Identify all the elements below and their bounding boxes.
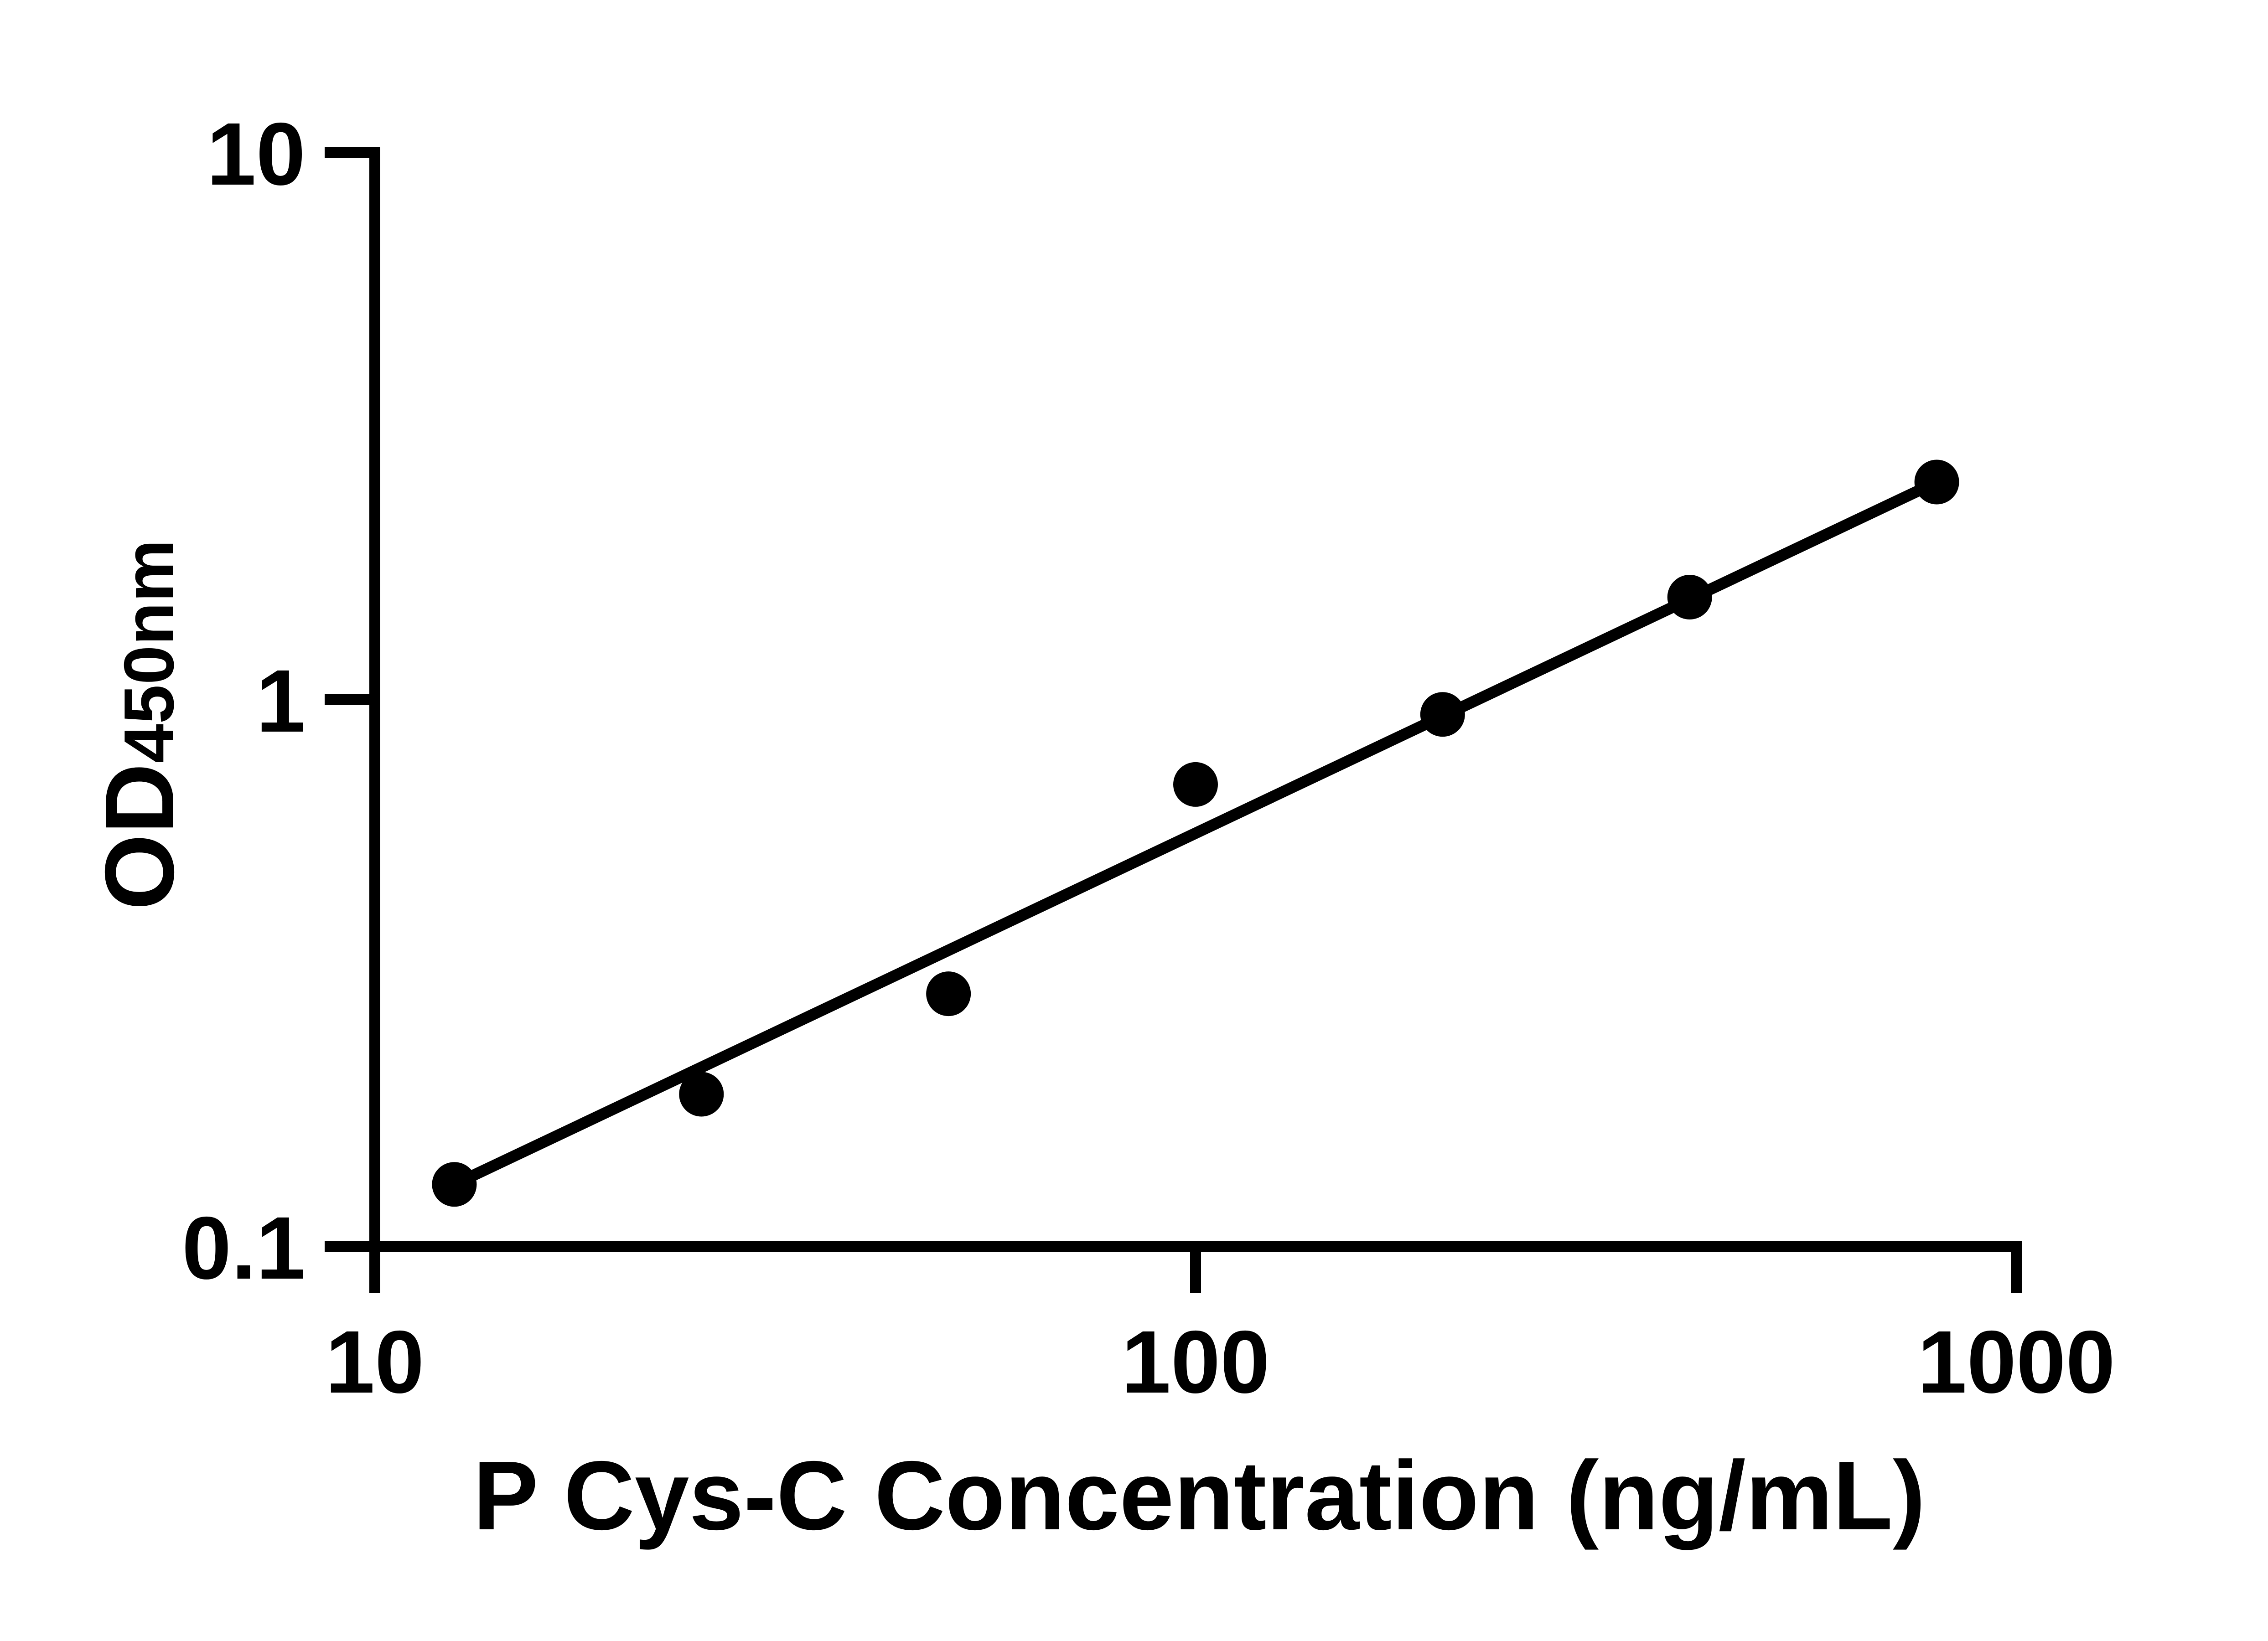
plot-area: 0.1 1 10 10 100 1000 P Cys-C Concentration (n…: [84, 104, 2115, 1550]
x-tick-label: 100: [1121, 1312, 1269, 1412]
tick-labels: 0.1 1 10 10 100 1000: [182, 104, 2115, 1412]
y-tick-label: 10: [207, 104, 306, 204]
axes: [325, 147, 2022, 1293]
y-axis-title: OD450nm: [84, 539, 194, 910]
x-tick-label: 10: [326, 1312, 425, 1412]
data-point: [1173, 762, 1218, 807]
data-point: [679, 1072, 724, 1117]
data-point: [1420, 692, 1465, 737]
data-point: [1667, 574, 1712, 619]
data-series: [432, 459, 1959, 1207]
trend-line: [452, 477, 1939, 1190]
data-point: [926, 971, 971, 1017]
x-tick-label: 1000: [1917, 1312, 2115, 1412]
data-point: [1914, 459, 1959, 505]
y-axis-title-main: OD: [84, 763, 194, 910]
y-axis-title-subscript: 450nm: [109, 539, 188, 763]
y-tick-label: 1: [256, 651, 306, 751]
y-tick-label: 0.1: [182, 1198, 306, 1298]
x-axis-title: P Cys-C Concentration (ng/mL): [473, 1440, 1925, 1550]
data-point: [432, 1162, 477, 1207]
